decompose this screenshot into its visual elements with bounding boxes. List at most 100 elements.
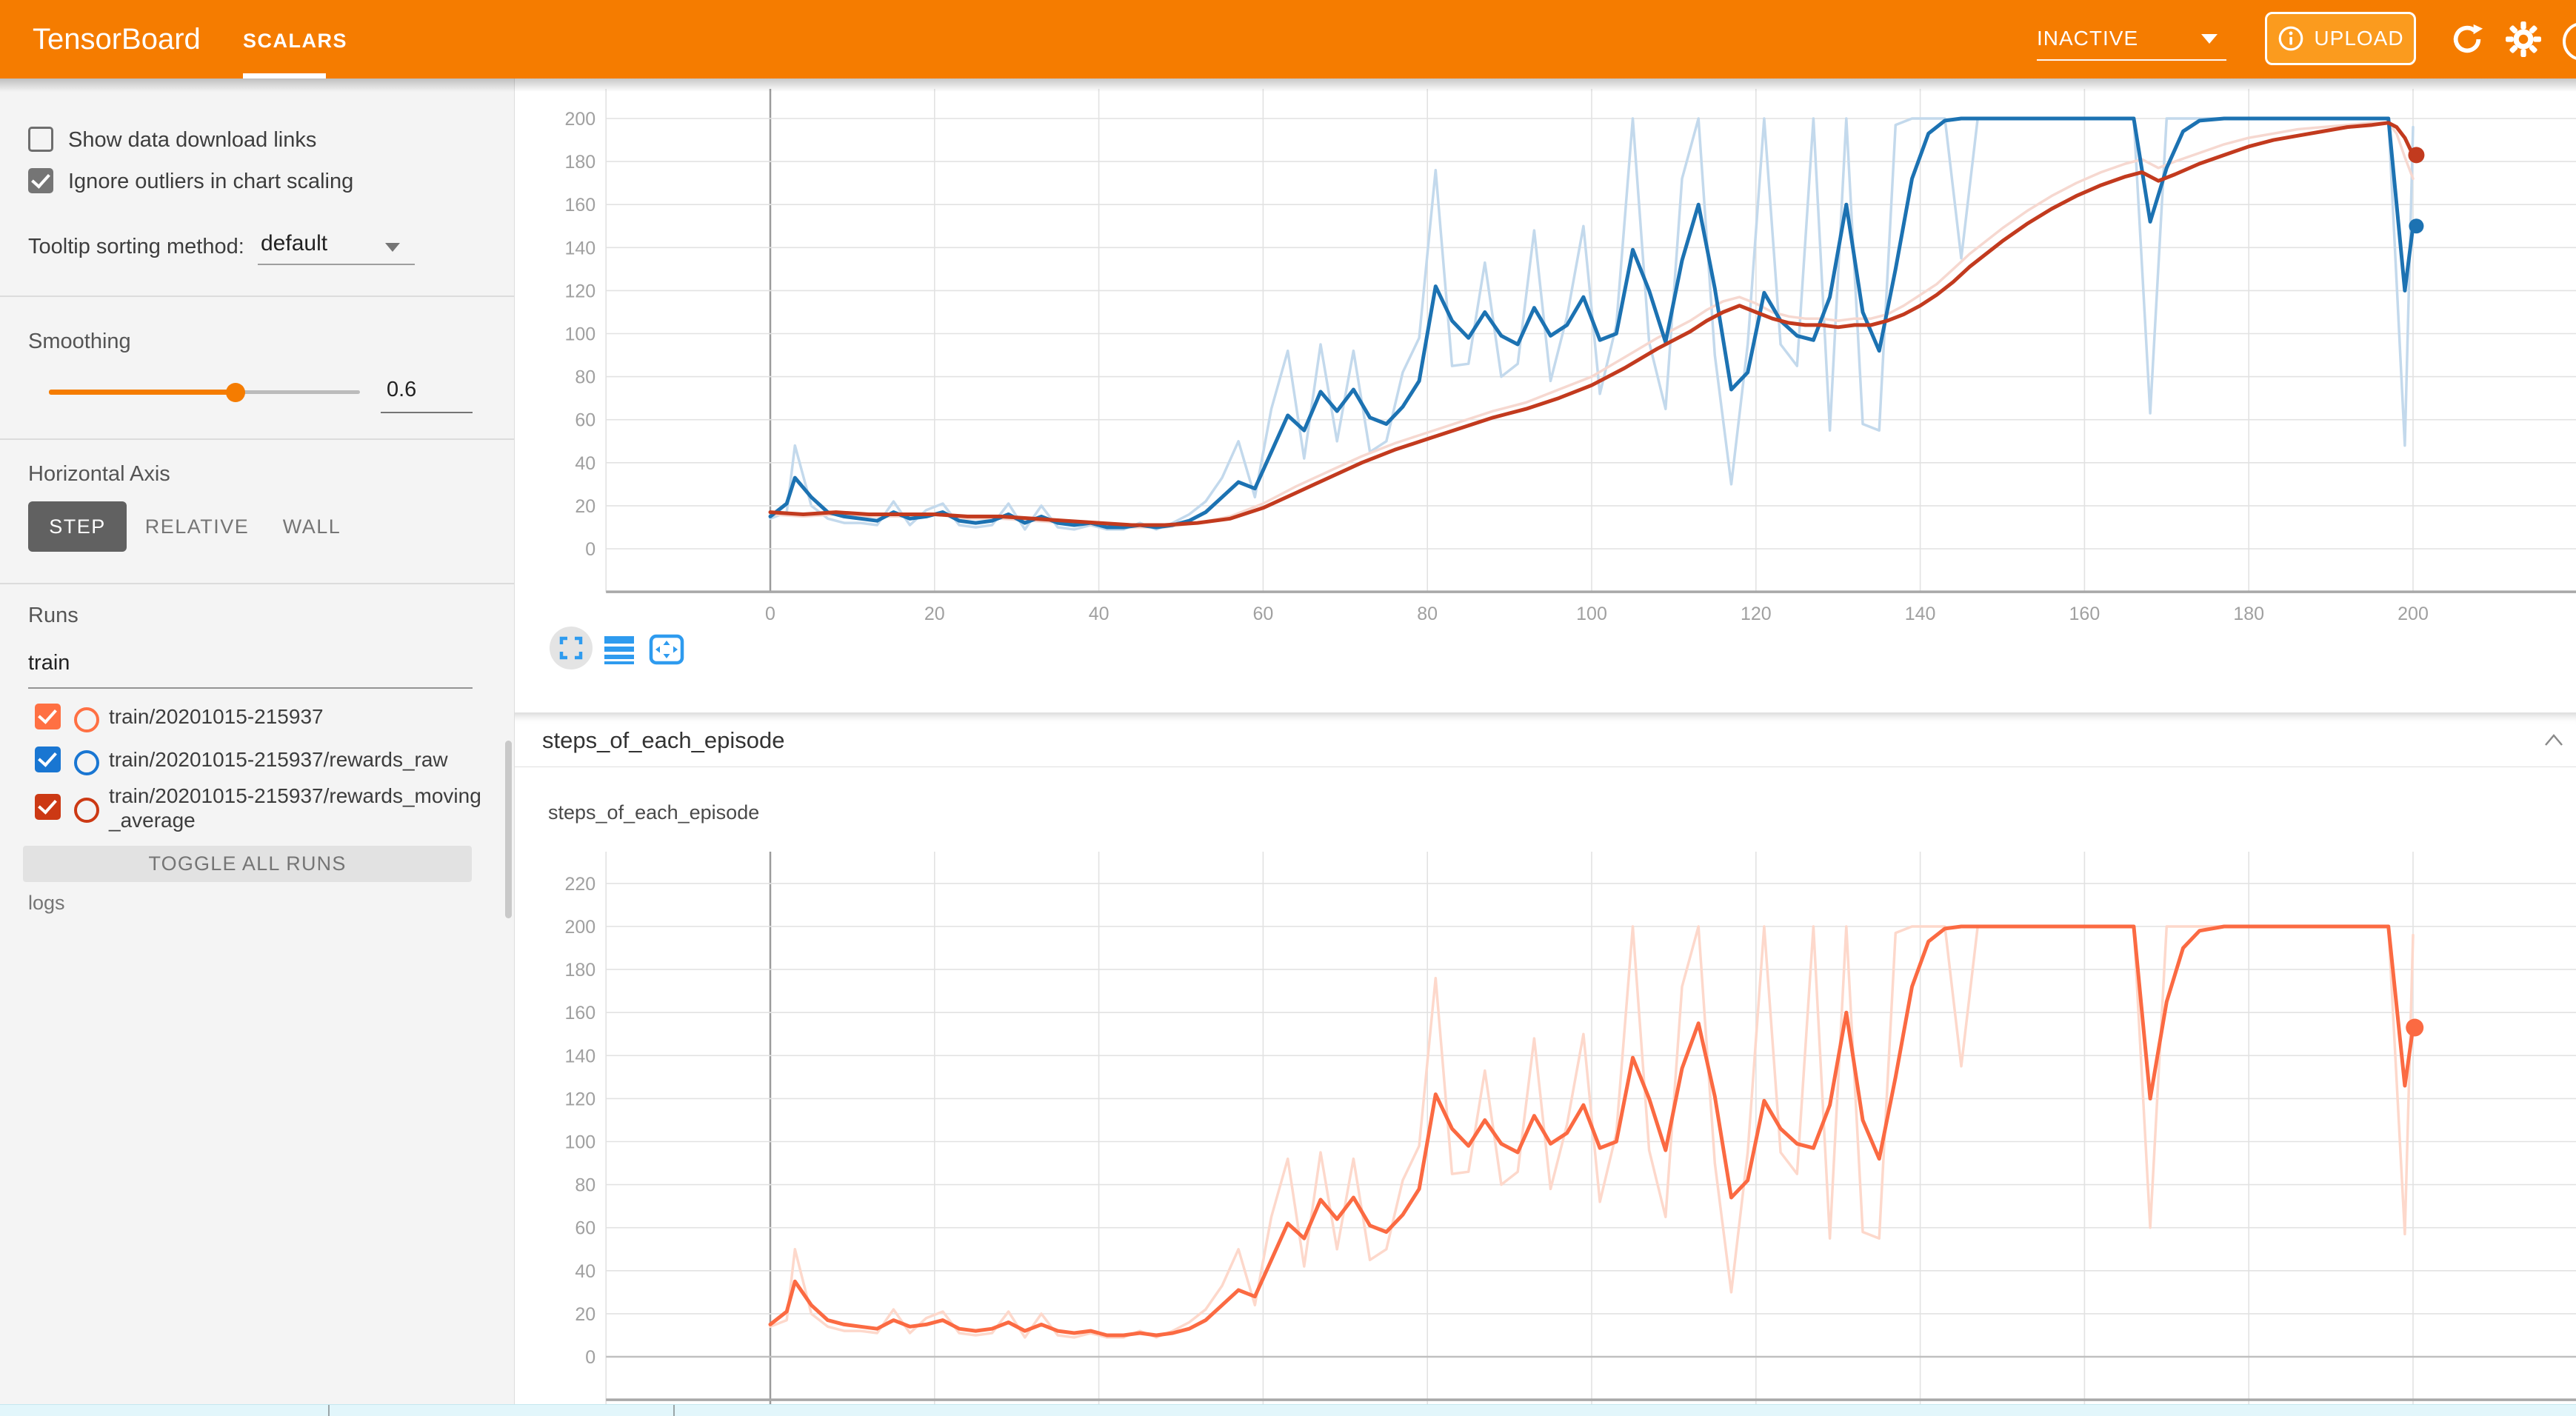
svg-text:20: 20 <box>575 496 595 517</box>
run-color-ring-2[interactable] <box>74 798 99 823</box>
tab-active-underline <box>243 73 326 79</box>
horizontal-scrollbar[interactable] <box>0 1404 2576 1416</box>
smoothing-label: Smoothing <box>28 330 131 353</box>
chevron-down-icon[interactable] <box>2201 34 2218 44</box>
smoothing-input-underline <box>381 412 473 413</box>
ignore-outliers-label: Ignore outliers in chart scaling <box>68 170 354 193</box>
run-label-0[interactable]: train/20201015-215937 <box>109 705 324 728</box>
svg-text:220: 220 <box>564 874 595 895</box>
axis-wall-button[interactable]: WALL <box>282 515 341 538</box>
refresh-icon[interactable] <box>2450 22 2484 56</box>
toggle-all-runs-button[interactable]: TOGGLE ALL RUNS <box>23 846 472 882</box>
svg-text:120: 120 <box>564 281 595 301</box>
svg-text:80: 80 <box>575 367 595 388</box>
tab-scalars[interactable]: SCALARS <box>243 30 348 52</box>
axis-step-button[interactable]: STEP <box>28 501 127 552</box>
smoothing-slider-fill <box>49 390 236 395</box>
run-checkbox-0[interactable] <box>35 704 61 729</box>
svg-text:140: 140 <box>1905 604 1936 624</box>
svg-text:160: 160 <box>2069 604 2100 624</box>
tooltip-select-underline <box>258 264 415 265</box>
scrollbar-tick <box>673 1405 675 1416</box>
svg-text:0: 0 <box>585 1347 595 1368</box>
chart-card-title: steps_of_each_episode <box>548 801 760 824</box>
gear-icon[interactable] <box>2505 21 2542 58</box>
show-download-links-label: Show data download links <box>68 128 317 152</box>
run-color-ring-0[interactable] <box>74 707 99 732</box>
chevron-up-icon[interactable] <box>2540 729 2567 752</box>
divider <box>0 295 514 297</box>
logdir-label: logs <box>28 892 65 914</box>
divider <box>0 438 514 440</box>
runs-filter-input[interactable]: train <box>28 651 70 675</box>
svg-text:100: 100 <box>1576 604 1607 624</box>
expand-icon[interactable] <box>556 633 586 663</box>
upload-button-label: UPLOAD <box>2314 27 2404 50</box>
app-logo: TensorBoard <box>33 23 201 56</box>
runs-label: Runs <box>28 604 79 627</box>
tooltip-sorting-select[interactable]: default <box>261 231 328 256</box>
run-label-2[interactable]: train/20201015-215937/rewards_moving_ave… <box>109 784 481 832</box>
svg-text:60: 60 <box>575 410 595 431</box>
log-scale-icon[interactable] <box>604 635 635 665</box>
svg-text:120: 120 <box>1741 604 1772 624</box>
svg-text:60: 60 <box>575 1218 595 1239</box>
steps-of-each-episode-chart[interactable]: 0 20 40 60 80 100 120 140 160 180 200 220 <box>514 852 2576 1416</box>
svg-text:200: 200 <box>2398 604 2429 624</box>
rewards-chart[interactable]: 0 20 40 60 80 100 120 140 160 180 200 0 20 40 60 80 100 1… <box>514 79 2576 643</box>
svg-text:140: 140 <box>564 1046 595 1066</box>
svg-text:120: 120 <box>564 1089 595 1109</box>
svg-text:140: 140 <box>564 238 595 258</box>
checkmark-icon <box>31 169 50 189</box>
svg-text:100: 100 <box>564 324 595 345</box>
run-color-ring-1[interactable] <box>74 750 99 775</box>
svg-text:180: 180 <box>564 960 595 981</box>
run-label-1[interactable]: train/20201015-215937/rewards_raw <box>109 748 448 771</box>
svg-text:0: 0 <box>585 539 595 560</box>
svg-text:40: 40 <box>575 1261 595 1282</box>
section-title: steps_of_each_episode <box>542 727 785 753</box>
svg-text:160: 160 <box>564 195 595 216</box>
checkmark-icon <box>38 795 57 815</box>
svg-text:200: 200 <box>564 109 595 130</box>
run-checkbox-1[interactable] <box>35 747 61 772</box>
chevron-down-icon[interactable] <box>385 243 400 252</box>
svg-text:20: 20 <box>575 1304 595 1325</box>
upload-button[interactable]: UPLOAD <box>2265 12 2416 65</box>
help-icon[interactable] <box>2563 22 2576 61</box>
svg-text:60: 60 <box>1252 604 1273 624</box>
svg-text:100: 100 <box>564 1132 595 1153</box>
scrollbar-tick <box>328 1405 330 1416</box>
axis-relative-button[interactable]: RELATIVE <box>144 515 250 538</box>
smoothing-value-input[interactable]: 0.6 <box>387 378 417 401</box>
info-icon <box>2279 26 2303 51</box>
horizontal-axis-label: Horizontal Axis <box>28 462 170 486</box>
fit-domain-icon[interactable] <box>649 634 684 665</box>
svg-text:20: 20 <box>924 604 945 624</box>
status-dropdown-value[interactable]: INACTIVE <box>2037 27 2139 50</box>
svg-text:180: 180 <box>564 152 595 173</box>
checkmark-icon <box>38 747 57 767</box>
show-download-links-checkbox[interactable] <box>28 127 53 152</box>
svg-text:160: 160 <box>564 1003 595 1023</box>
svg-text:200: 200 <box>564 917 595 938</box>
svg-text:40: 40 <box>1089 604 1110 624</box>
divider <box>0 583 514 584</box>
settings-sidebar: Show data download links Ignore outliers… <box>0 79 515 1404</box>
icon-hover-circle <box>550 627 593 669</box>
runs-filter-underline <box>28 687 473 689</box>
status-dropdown-underline <box>2037 59 2226 61</box>
app-header: TensorBoard SCALARS INACTIVE UPLOAD <box>0 0 2576 79</box>
tooltip-sorting-label: Tooltip sorting method: <box>28 235 244 258</box>
svg-text:0: 0 <box>765 604 775 624</box>
ignore-outliers-checkbox[interactable] <box>28 168 53 193</box>
svg-text:40: 40 <box>575 453 595 474</box>
checkmark-icon <box>38 704 57 724</box>
section-header-steps-of-each-episode[interactable]: steps_of_each_episode <box>514 712 2576 767</box>
run-checkbox-2[interactable] <box>35 794 61 820</box>
svg-text:180: 180 <box>2233 604 2264 624</box>
smoothing-slider-thumb[interactable] <box>226 383 245 402</box>
svg-text:80: 80 <box>1417 604 1438 624</box>
sidebar-scrollbar[interactable] <box>505 741 512 918</box>
